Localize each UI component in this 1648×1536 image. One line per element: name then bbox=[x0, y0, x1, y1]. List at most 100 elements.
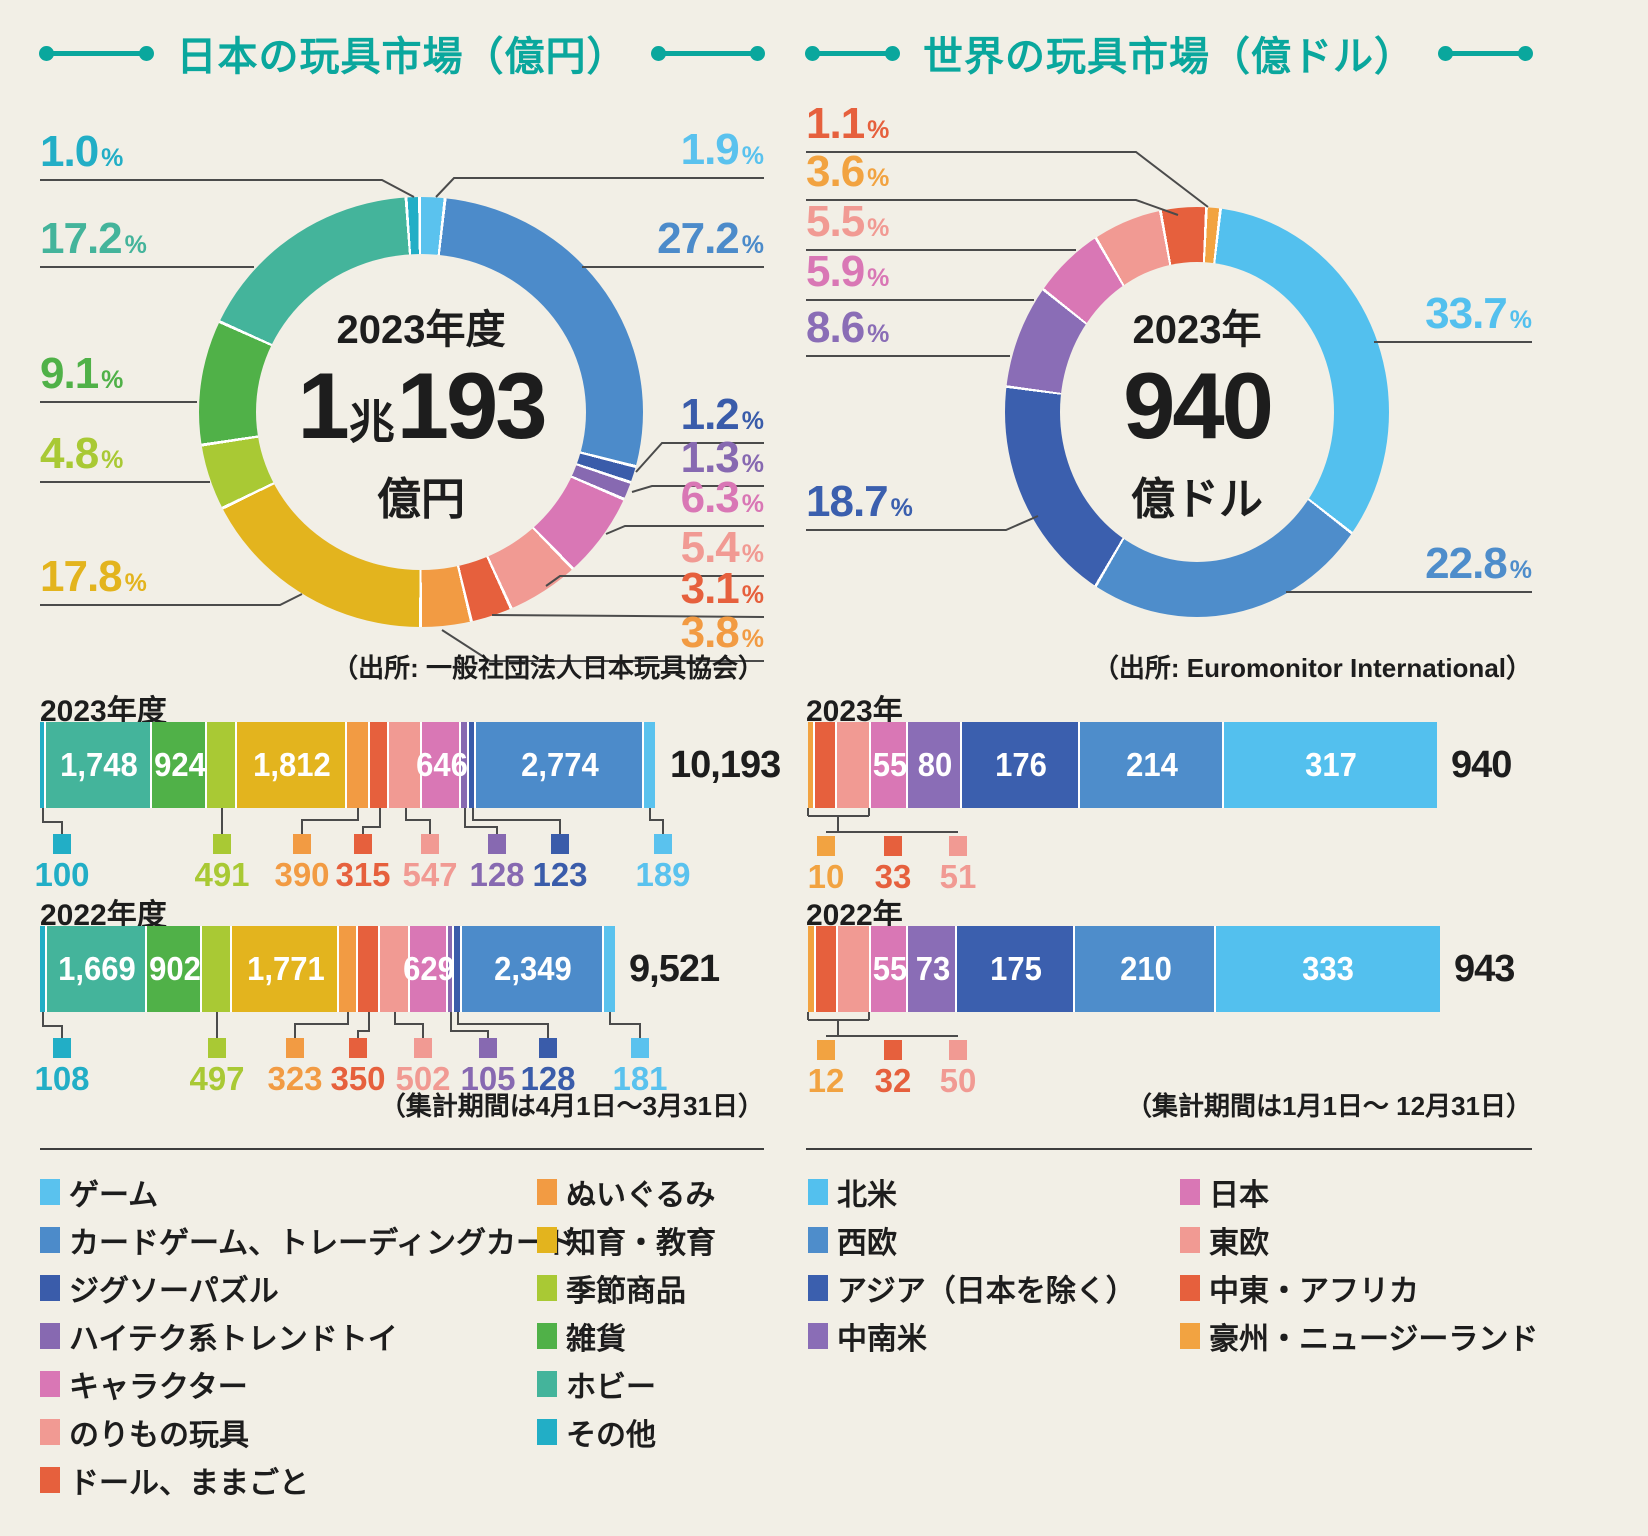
callout-swatch bbox=[213, 834, 231, 854]
bar-total: 9,521 bbox=[629, 948, 720, 990]
bar-segment bbox=[346, 722, 371, 808]
pct-value: 1.1 bbox=[806, 99, 865, 148]
pct-sign: % bbox=[741, 450, 764, 478]
legend-divider bbox=[806, 1148, 1532, 1150]
bar-segment bbox=[46, 926, 148, 1012]
legend-swatch bbox=[1180, 1323, 1200, 1349]
pct-value: 6.3 bbox=[680, 473, 740, 522]
callout-value: 100 bbox=[34, 856, 90, 893]
callout-swatch bbox=[53, 834, 71, 854]
bar-segment-value: 1,812 bbox=[253, 746, 331, 783]
callout-swatch bbox=[349, 1038, 367, 1058]
pct-sign: % bbox=[867, 164, 890, 192]
callout-swatch bbox=[208, 1038, 226, 1058]
bar-segment bbox=[871, 722, 909, 808]
legend-swatch bbox=[1180, 1275, 1200, 1301]
bar-segment-value: 55 bbox=[872, 746, 907, 783]
legend-item: のりもの玩具 bbox=[40, 1410, 249, 1454]
pct-value: 33.7 bbox=[1425, 289, 1508, 338]
legend-item: 北米 bbox=[808, 1170, 897, 1214]
pct-value: 27.2 bbox=[657, 214, 740, 263]
bar-segment bbox=[422, 722, 462, 808]
bar-segment bbox=[231, 926, 339, 1012]
bar-connectors bbox=[42, 1012, 641, 1038]
donut-pct-label: 6.3% bbox=[681, 476, 764, 520]
callout-value: 181 bbox=[612, 1060, 668, 1097]
callout-swatch bbox=[817, 836, 835, 856]
world-period-note: （集計期間は1月1日～ 12月31日） bbox=[1126, 1091, 1532, 1121]
pct-value: 3.6 bbox=[806, 147, 865, 196]
legend-label: ぬいぐるみ bbox=[566, 1179, 716, 1212]
callout-swatch bbox=[421, 834, 439, 854]
bar-segment bbox=[908, 722, 962, 808]
legend-item: 中東・アフリカ bbox=[1180, 1266, 1419, 1310]
legend-item: その他 bbox=[537, 1410, 656, 1454]
legend-label: その他 bbox=[566, 1419, 656, 1452]
legend-swatch bbox=[808, 1275, 828, 1301]
legend-divider bbox=[40, 1148, 764, 1150]
legend-swatch bbox=[40, 1227, 60, 1253]
legend-swatch bbox=[1180, 1227, 1200, 1253]
callout-value: 390 bbox=[274, 856, 330, 893]
donut-pct-label: 8.6% bbox=[806, 306, 889, 350]
bar-segment bbox=[237, 722, 347, 808]
callout-value: 108 bbox=[34, 1060, 90, 1097]
bar-segment bbox=[1074, 926, 1217, 1012]
bar-segment-value: 2,349 bbox=[494, 950, 572, 987]
japan-bar-2022: 2022年度 9,521 1,669 902 1,771 629 2,349 108 497… bbox=[34, 890, 764, 1105]
donut-pct-label: 1.2% bbox=[681, 393, 764, 437]
donut-pct-label: 3.6% bbox=[806, 150, 889, 194]
bar-total: 10,193 bbox=[670, 744, 781, 786]
bar-segment-value: 210 bbox=[1119, 950, 1172, 987]
pct-sign: % bbox=[867, 264, 890, 292]
bar-segment bbox=[468, 722, 477, 808]
callout-swatch bbox=[817, 1040, 835, 1060]
japan-source: （出所: 一般社団法人日本玩具協会） bbox=[332, 653, 764, 683]
japan-bar-2023: 2023年度 10,193 1,748 924 1,812 646 2,774 100 49… bbox=[34, 686, 781, 901]
bar-segment bbox=[46, 722, 152, 808]
legend-item: 中南米 bbox=[808, 1314, 927, 1358]
callout-value: 128 bbox=[469, 856, 525, 893]
callout-value: 189 bbox=[635, 856, 691, 893]
pct-sign: % bbox=[124, 231, 147, 259]
bar-segment bbox=[207, 722, 238, 808]
donut-unit-label: 億ドル bbox=[1131, 475, 1263, 524]
pct-sign: % bbox=[867, 214, 890, 242]
callout-value: 547 bbox=[402, 856, 458, 893]
callout-swatch bbox=[631, 1038, 649, 1058]
callout-value: 128 bbox=[520, 1060, 576, 1097]
bar-segment bbox=[837, 926, 872, 1012]
bar-segment bbox=[461, 722, 469, 808]
legend-item: アジア（日本を除く） bbox=[808, 1266, 1136, 1310]
callout-swatch bbox=[949, 1040, 967, 1060]
callout-value: 33 bbox=[874, 858, 912, 895]
stacked-bar bbox=[40, 722, 656, 808]
bar-connectors bbox=[807, 1012, 958, 1037]
legend-swatch bbox=[40, 1275, 60, 1301]
bar-segment-value: 902 bbox=[148, 950, 201, 987]
pct-sign: % bbox=[741, 490, 764, 518]
legend-label: アジア（日本を除く） bbox=[837, 1275, 1136, 1308]
legend-label: のりもの玩具 bbox=[69, 1419, 249, 1452]
pct-value: 3.8 bbox=[680, 608, 740, 657]
pct-sign: % bbox=[741, 142, 764, 170]
legend-label: 北米 bbox=[837, 1179, 897, 1212]
legend-item: 東欧 bbox=[1180, 1218, 1269, 1262]
legend-item: 日本 bbox=[1180, 1170, 1269, 1214]
pct-value: 5.5 bbox=[806, 197, 865, 246]
japan-period-note: （集計期間は4月1日～3月31日） bbox=[379, 1091, 764, 1121]
pct-value: 9.1 bbox=[40, 349, 99, 398]
legend-item: 季節商品 bbox=[537, 1266, 686, 1310]
donut-pct-label: 27.2% bbox=[657, 217, 764, 261]
callout-swatch bbox=[354, 834, 372, 854]
callout-swatch bbox=[293, 834, 311, 854]
bar-segment bbox=[644, 722, 656, 808]
pct-value: 17.2 bbox=[40, 214, 123, 263]
pct-value: 17.8 bbox=[40, 552, 123, 601]
bar-segment-value: 214 bbox=[1126, 746, 1179, 783]
pct-value: 1.2 bbox=[680, 390, 740, 439]
pct-sign: % bbox=[1509, 306, 1532, 334]
world-donut-center: 2023年 940 億ドル bbox=[1060, 262, 1334, 562]
donut-pct-label: 33.7% bbox=[1425, 292, 1532, 336]
bar-segment bbox=[338, 926, 359, 1012]
